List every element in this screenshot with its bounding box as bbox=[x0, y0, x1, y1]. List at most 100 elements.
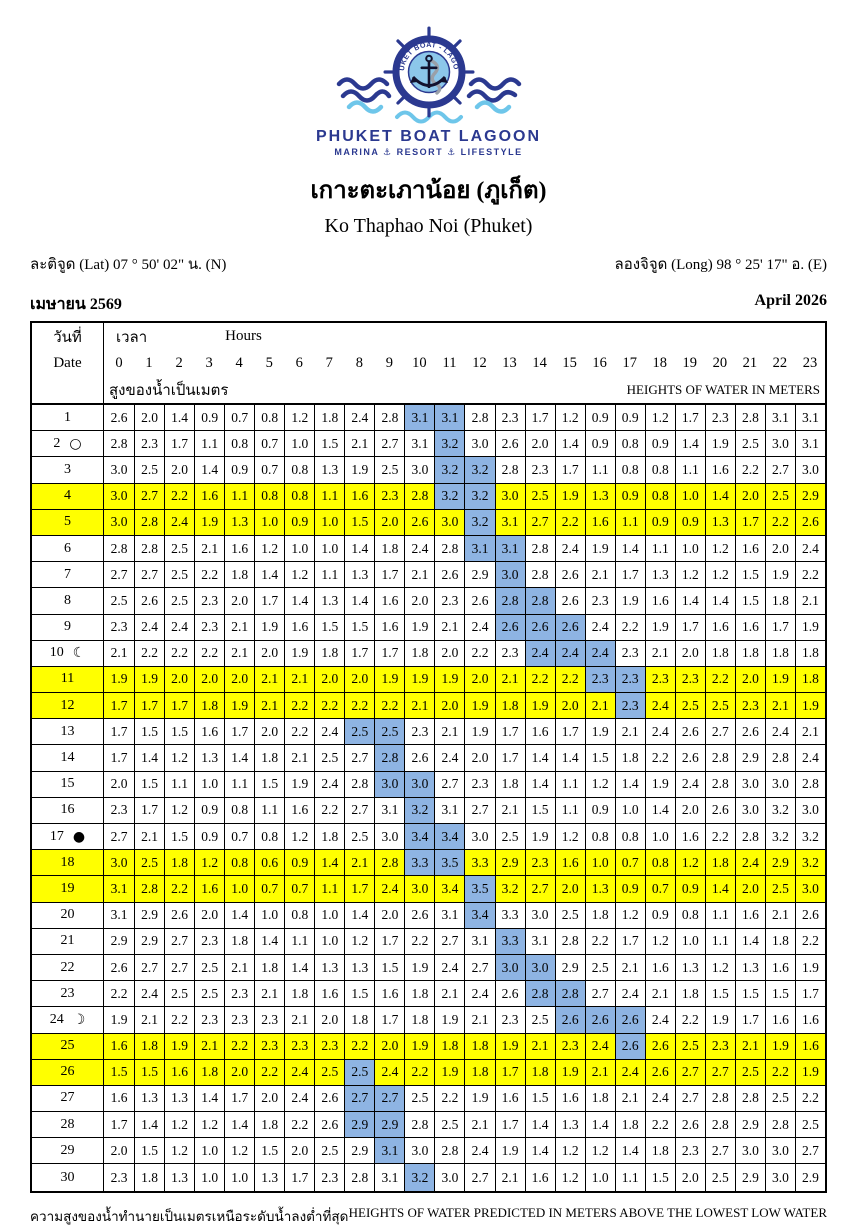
tide-cell: 2.5 bbox=[164, 535, 194, 562]
tide-cell: 2.5 bbox=[314, 1138, 344, 1164]
footnote-thai: ความสูงของน้ำทำนายเป็นเมตรเหนือระดับน้ำล… bbox=[30, 1208, 349, 1224]
page-title-thai: เกาะตะเภาน้อย (ภูเก็ต) bbox=[310, 178, 547, 204]
tide-cell: 1.8 bbox=[344, 1007, 374, 1033]
tide-cell: 3.2 bbox=[794, 824, 825, 850]
tide-cell: 2.7 bbox=[794, 1138, 825, 1164]
date-cell: 23 bbox=[32, 981, 104, 1007]
tide-cell: 2.5 bbox=[374, 457, 404, 483]
tide-cell: 1.4 bbox=[194, 457, 224, 483]
tide-cell: 0.8 bbox=[584, 824, 615, 850]
tide-cell: 1.9 bbox=[494, 1033, 525, 1059]
tide-cell: 2.3 bbox=[404, 719, 434, 745]
hour-values: 1.9 2.1 2.2 2.3 2.3 2.3 2.1 2.0 1.8 1.7 1.8 1.9 2.1 2… bbox=[104, 1007, 825, 1033]
tide-cell: 2.0 bbox=[224, 666, 254, 693]
tide-cell: 2.2 bbox=[224, 1033, 254, 1059]
tide-cell: 1.2 bbox=[554, 1164, 585, 1191]
tide-cell: 1.6 bbox=[674, 824, 705, 850]
date-cell: 1 bbox=[32, 405, 104, 431]
tide-table: วันที่ Date เวลา Hours 0 1 2 3 4 5 6 7 8 9 10 11 12 1… bbox=[30, 321, 827, 1193]
units-line: สูงของน้ำเป็นเมตร HEIGHTS OF WATER IN ME… bbox=[104, 376, 825, 403]
tide-cell: 2.7 bbox=[674, 1085, 705, 1112]
date-cell: 16 bbox=[32, 797, 104, 823]
tide-cell: 2.8 bbox=[434, 535, 464, 562]
tide-cell: 1.9 bbox=[464, 693, 494, 719]
tide-cell: 2.1 bbox=[494, 666, 525, 693]
tide-cell: 2.2 bbox=[794, 1085, 825, 1112]
tide-cell: 2.8 bbox=[764, 1112, 795, 1138]
tide-cell: 2.9 bbox=[134, 902, 164, 928]
tide-cell: 2.4 bbox=[464, 614, 494, 640]
tide-cell: 2.2 bbox=[764, 1059, 795, 1085]
tide-cell: 0.9 bbox=[224, 457, 254, 483]
tide-cell: 2.1 bbox=[224, 640, 254, 666]
tide-cell: 1.5 bbox=[644, 1164, 675, 1191]
date-cell: 12 bbox=[32, 693, 104, 719]
tide-cell: 2.4 bbox=[164, 509, 194, 535]
tide-cell: 2.5 bbox=[674, 1033, 705, 1059]
tide-cell: 2.6 bbox=[404, 509, 434, 535]
tide-cell: 2.6 bbox=[434, 562, 464, 588]
tide-cell: 2.7 bbox=[704, 719, 735, 745]
tide-cell: 2.8 bbox=[110, 540, 128, 556]
tide-cell: 3.0 bbox=[734, 1138, 765, 1164]
tide-cell: 2.5 bbox=[164, 588, 194, 614]
hour-values: 3.1 2.8 2.2 1.6 1.0 0.7 0.7 1.1 1.7 2.4 3.0 3.4 3.5 3… bbox=[104, 876, 825, 902]
tide-cell: 2.8 bbox=[374, 745, 405, 771]
tide-cell: 2.7 bbox=[464, 1164, 494, 1191]
tide-cell: 1.5 bbox=[110, 1064, 128, 1080]
tide-cell: 2.1 bbox=[494, 797, 525, 823]
table-row: 19 3.1 2.8 2.2 1.6 1.0 0.7 0.7 1.1 1.7 2.4 3.0 3.4 3.… bbox=[32, 876, 825, 903]
table-row: 20 3.1 2.9 2.6 2.0 1.4 1.0 0.8 1.0 1.4 2.0 2.6 3.1 3.… bbox=[32, 902, 825, 929]
tide-cell: 2.1 bbox=[404, 693, 434, 719]
tide-cell: 0.6 bbox=[254, 850, 284, 876]
tide-cell: 1.9 bbox=[464, 1085, 494, 1112]
tide-cell: 1.1 bbox=[614, 509, 645, 535]
tide-cell: 1.8 bbox=[764, 588, 795, 614]
tide-cell: 0.8 bbox=[284, 457, 314, 483]
tide-cell: 3.1 bbox=[794, 431, 825, 457]
tide-cell: 2.1 bbox=[644, 981, 675, 1007]
tide-cell: 1.6 bbox=[110, 1090, 128, 1106]
tide-cell: 1.5 bbox=[314, 614, 344, 640]
tide-cell: 1.6 bbox=[314, 981, 344, 1007]
tide-cell: 0.9 bbox=[674, 876, 705, 902]
tide-cell: 2.1 bbox=[344, 850, 374, 876]
tide-cell: 2.7 bbox=[134, 954, 164, 981]
tide-cell: 2.0 bbox=[464, 745, 494, 771]
tide-cell: 2.1 bbox=[464, 1007, 494, 1033]
date-cell: 9 bbox=[32, 614, 104, 640]
tide-cell: 2.6 bbox=[110, 959, 128, 975]
tide-cell: 2.9 bbox=[134, 928, 164, 954]
tide-cell: 2.6 bbox=[614, 1033, 645, 1059]
tide-cell: 3.0 bbox=[794, 797, 825, 823]
tide-cell: 1.8 bbox=[254, 1112, 284, 1138]
tide-cell: 1.8 bbox=[404, 1007, 434, 1033]
tide-cell: 2.2 bbox=[584, 928, 615, 954]
tide-cell: 1.6 bbox=[524, 719, 555, 745]
tide-cell: 0.7 bbox=[614, 850, 645, 876]
tide-cell: 2.3 bbox=[254, 1033, 284, 1059]
tide-cell: 1.0 bbox=[194, 771, 224, 797]
tide-cell: 2.1 bbox=[494, 1164, 525, 1191]
tide-cell: 2.7 bbox=[434, 771, 464, 797]
tide-cell: 2.1 bbox=[284, 745, 314, 771]
anchor-icon bbox=[409, 54, 448, 88]
tide-cell: 1.5 bbox=[524, 797, 555, 823]
tide-cell: 2.2 bbox=[464, 640, 494, 666]
tide-cell: 1.2 bbox=[674, 850, 705, 876]
coordinates: ละติจูด (Lat) 07 ° 50' 02" น. (N) ลองจิจ… bbox=[30, 252, 827, 276]
hour-values: 1.7 1.7 1.7 1.8 1.9 2.1 2.2 2.2 2.2 2.2 2.1 2.0 1.9 1… bbox=[104, 693, 825, 719]
tide-cell: 1.3 bbox=[224, 509, 254, 535]
tide-cell: 3.1 bbox=[764, 405, 795, 431]
table-row: 18 3.0 2.5 1.8 1.2 0.8 0.6 0.9 1.4 2.1 2.8 3.3 3.5 3.… bbox=[32, 850, 825, 877]
tide-cell: 2.6 bbox=[644, 1059, 675, 1085]
date-number: 12 bbox=[60, 697, 75, 713]
tide-cell: 2.3 bbox=[194, 1007, 224, 1033]
tide-cell: 2.4 bbox=[314, 771, 344, 797]
tide-cell: 1.6 bbox=[344, 483, 374, 509]
tide-cell: 1.8 bbox=[164, 850, 194, 876]
tide-cell: 2.5 bbox=[164, 981, 194, 1007]
tide-cell: 1.6 bbox=[374, 614, 404, 640]
tide-cell: 2.4 bbox=[794, 745, 825, 771]
table-row: 22 2.6 2.7 2.7 2.5 2.1 1.8 1.4 1.3 1.3 1.5 1.9 2.4 2.… bbox=[32, 954, 825, 982]
